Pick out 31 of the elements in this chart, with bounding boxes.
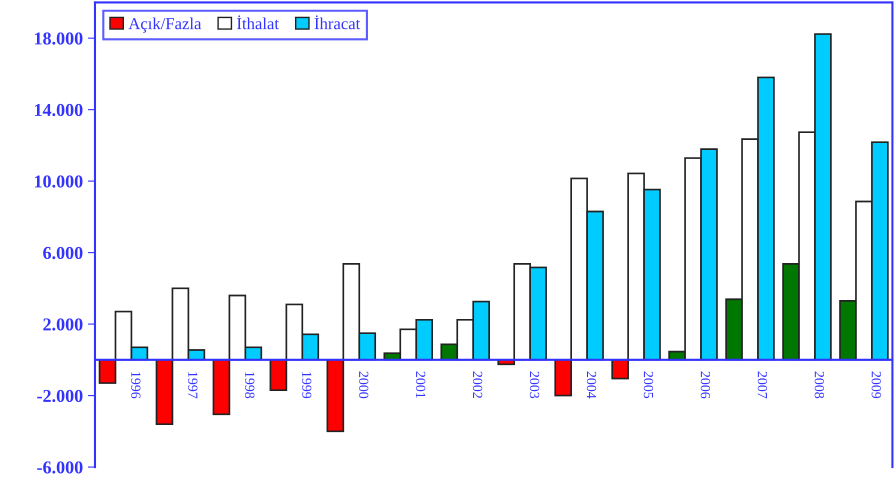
x-tick-label: 2006	[700, 372, 710, 398]
x-tick-label: 2002	[472, 372, 482, 398]
y-tick-label: -2.000	[37, 390, 82, 402]
x-tick-label: 2003	[530, 372, 540, 398]
legend-label: Açık/Fazla	[128, 18, 202, 33]
bar	[212, 359, 230, 416]
legend-label: İthalat	[237, 15, 279, 30]
x-tick-label: 1999	[302, 372, 312, 398]
x-tick-label: 1996	[131, 372, 140, 398]
x-tick-label: 2005	[644, 372, 654, 398]
bar	[554, 359, 572, 396]
x-tick-label: 2004	[586, 372, 596, 399]
legend-label: İhracat	[314, 15, 360, 30]
x-tick-label: 1998	[245, 372, 254, 398]
y-tick-label: 2.000	[43, 318, 82, 331]
y-tick-label: 18.000	[34, 32, 82, 45]
x-tick-label: 2008	[814, 372, 824, 398]
x-tick-label: 2000	[358, 372, 368, 398]
bar	[270, 359, 288, 392]
x-tick-label: 2009	[872, 372, 881, 398]
bar	[611, 359, 629, 380]
bar	[98, 359, 116, 384]
y-tick-label: -6.000	[37, 461, 82, 474]
x-tick-label: 2007	[758, 372, 768, 398]
y-tick-label: 6.000	[43, 246, 82, 260]
bar	[326, 359, 344, 432]
x-tick-label: 1997	[188, 372, 198, 398]
bar	[156, 359, 174, 426]
y-tick-label: 10.000	[34, 175, 82, 188]
x-tick-label: 2001	[416, 372, 426, 398]
y-tick-label: 14.000	[34, 104, 82, 116]
